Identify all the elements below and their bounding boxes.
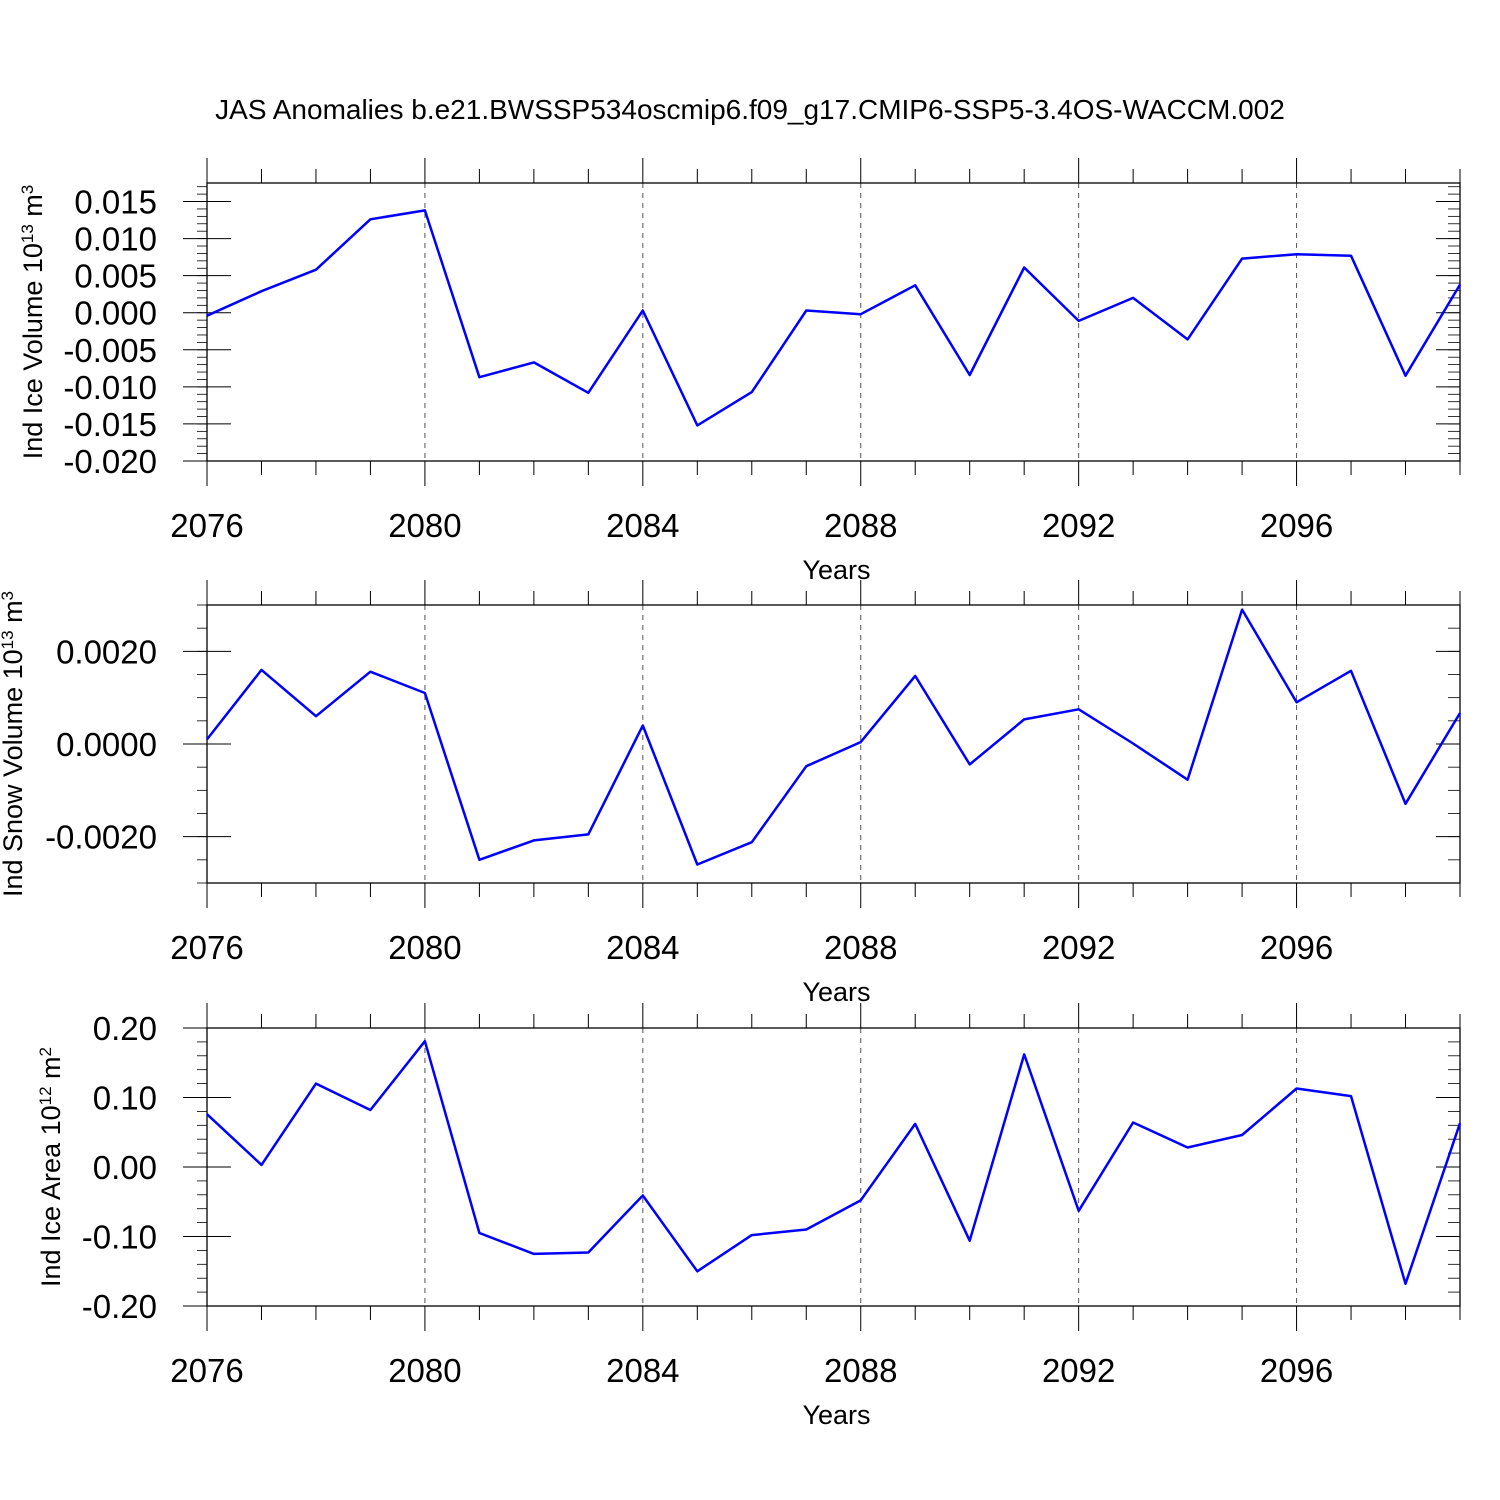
x-tick-label: 2096: [1260, 929, 1333, 966]
y-axis-label: Ind Ice Area 1012 m2: [36, 1047, 67, 1287]
y-tick-label: 0.005: [74, 258, 157, 295]
y-tick-label: 0.010: [74, 221, 157, 258]
y-tick-label: -0.020: [63, 443, 157, 480]
y-axis-label: Ind Ice Volume 1013 m3: [18, 185, 49, 460]
x-tick-label: 2092: [1042, 507, 1115, 544]
series-line: [206, 1039, 1462, 1286]
y-tick-label: -0.10: [82, 1219, 157, 1256]
x-tick-label: 2076: [170, 929, 243, 966]
x-tick-label: 2076: [170, 1352, 243, 1389]
x-tick-label: 2096: [1260, 1352, 1333, 1389]
x-tick-label: 2080: [388, 507, 461, 544]
x-tick-label: 2080: [388, 1352, 461, 1389]
y-tick-label: -0.005: [63, 332, 157, 369]
y-tick-label: -0.0020: [45, 819, 157, 856]
y-tick-label: 0.015: [74, 184, 157, 221]
panel-2: 2076 2080 2084 2088 2092 2096 -0.0020 0.0000 0.0…: [0, 580, 1462, 1007]
plot-frame: [206, 604, 1461, 884]
x-tick-label: 2084: [606, 507, 679, 544]
x-tick-label: 2084: [606, 929, 679, 966]
x-tick-label: 2088: [824, 1352, 897, 1389]
plot-frame: [206, 182, 1461, 462]
y-tick-label: -0.20: [82, 1288, 157, 1325]
x-tick-label: 2084: [606, 1352, 679, 1389]
y-tick-label: 0.000: [74, 295, 157, 332]
y-axis-label: Ind Snow Volume 1013 m3: [0, 591, 28, 897]
x-tick-label: 2076: [170, 507, 243, 544]
y-tick-label: 0.0000: [56, 726, 157, 763]
y-tick-label: 0.10: [93, 1080, 157, 1117]
y-tick-label: -0.010: [63, 369, 157, 406]
panel-3: 2076 2080 2084 2088 2092 2096 -0.20 -0.10 0.00 0.…: [36, 1003, 1462, 1430]
y-tick-label: 0.00: [93, 1149, 157, 1186]
chart-title: JAS Anomalies b.e21.BWSSP534oscmip6.f09_…: [215, 94, 1285, 125]
x-axis-label: Years: [802, 1400, 870, 1430]
series-line: [206, 209, 1462, 427]
series-line: [206, 608, 1462, 866]
x-tick-label: 2088: [824, 507, 897, 544]
y-tick-label: 0.20: [93, 1010, 157, 1047]
x-tick-label: 2092: [1042, 1352, 1115, 1389]
x-tick-label: 2088: [824, 929, 897, 966]
y-tick-label: -0.015: [63, 406, 157, 443]
x-tick-label: 2092: [1042, 929, 1115, 966]
panel-1: 2076 2080 2084 2088 2092 2096-0.020-0.015-0.0…: [18, 158, 1462, 585]
plot-frame: [206, 1027, 1461, 1307]
x-axis-label: Years: [802, 977, 870, 1007]
x-tick-label: 2080: [388, 929, 461, 966]
x-axis-label: Years: [802, 555, 870, 585]
x-tick-label: 2096: [1260, 507, 1333, 544]
y-tick-label: 0.0020: [56, 633, 157, 670]
